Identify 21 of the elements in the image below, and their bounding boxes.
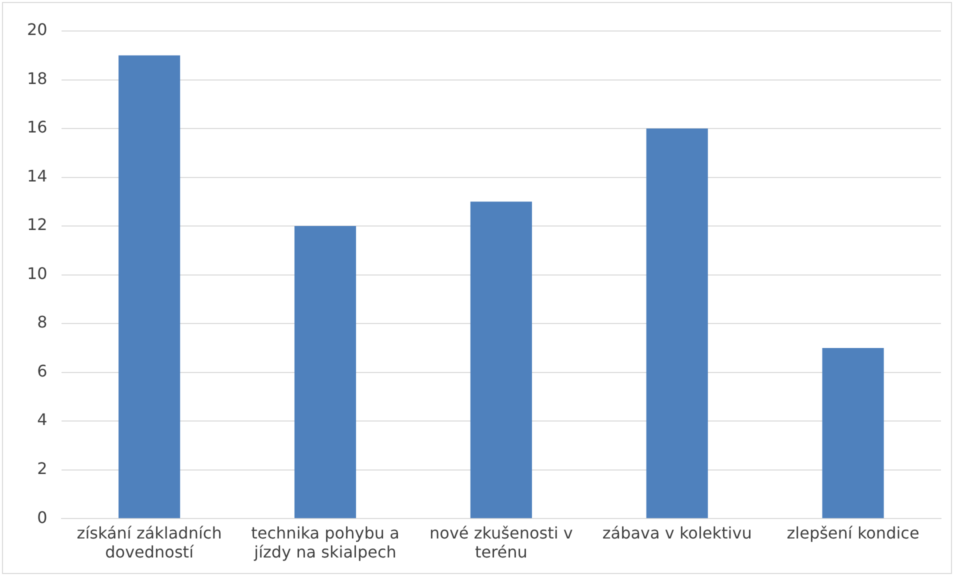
y-tick-label: 16 [27,118,48,137]
y-tick-label: 14 [27,166,48,186]
y-tick-label: 18 [27,68,48,88]
x-tick-label: nové zkušenosti v terénu [430,523,573,562]
y-tick-label: 2 [37,458,48,478]
y-tick-label: 6 [37,361,48,380]
y-tick-label: 10 [27,264,48,283]
x-tick-label: získání základních dovedností [76,523,222,562]
y-tick-label: 12 [27,215,48,234]
bar [118,55,180,518]
bar [646,128,708,518]
y-tick-label: 4 [37,410,48,430]
x-tick-label: zlepšení kondice [786,523,920,542]
y-tick-label: 8 [37,312,48,332]
x-tick-label: technika pohybu a jízdy na skialpech [251,523,400,562]
y-tick-label: 0 [37,508,48,527]
x-tick-label: zábava v kolektivu [602,523,752,542]
bar [822,348,884,518]
y-tick-label: 20 [27,20,48,40]
bar [470,202,532,518]
bar [294,226,356,518]
